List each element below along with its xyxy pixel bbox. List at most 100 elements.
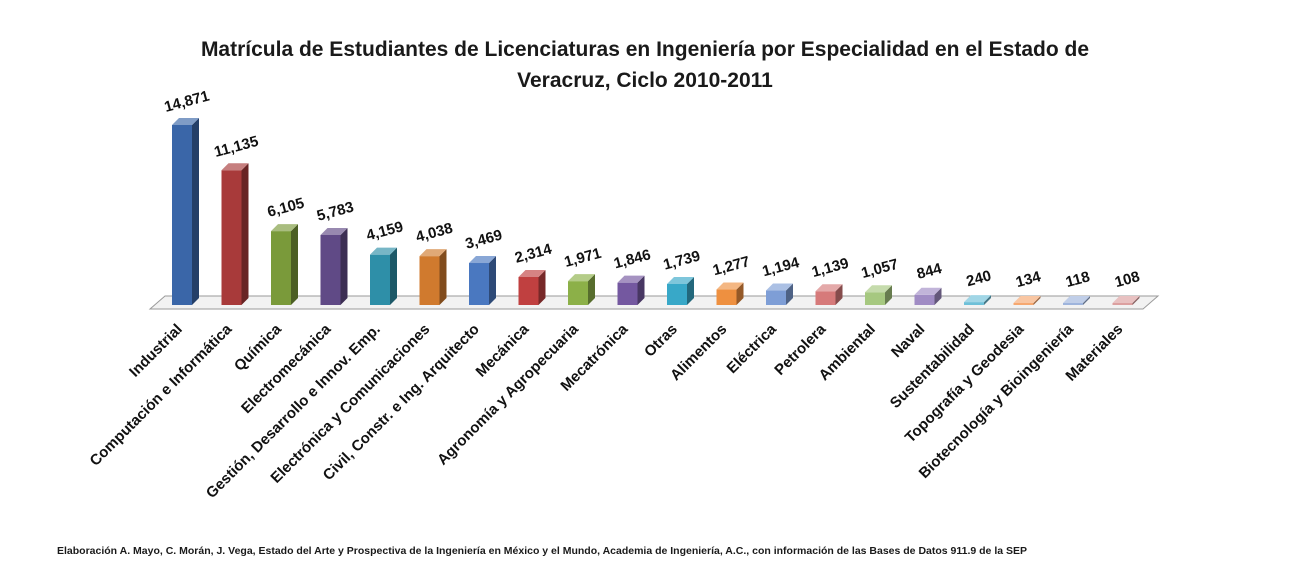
bar-side	[1033, 296, 1041, 305]
value-label: 844	[915, 260, 944, 283]
bar-front	[914, 294, 935, 305]
category-label: Naval	[888, 321, 928, 361]
bar-side	[588, 274, 595, 305]
bar-front	[469, 263, 489, 305]
bar-top	[617, 275, 645, 283]
value-label: 240	[965, 267, 994, 290]
bar-top	[419, 249, 447, 257]
bar-18	[1013, 296, 1041, 305]
category-label: Otras	[641, 321, 681, 361]
bar-1	[172, 118, 199, 305]
bar-20	[1112, 296, 1140, 305]
bar-top	[1013, 296, 1041, 303]
bar-top	[716, 282, 744, 290]
bar-front	[815, 291, 836, 305]
bar-top	[469, 256, 496, 264]
bar-side	[885, 285, 892, 305]
bar-8	[518, 269, 546, 305]
value-label: 108	[1113, 268, 1142, 291]
bar-4	[320, 228, 348, 305]
bar-front	[419, 256, 440, 305]
bar-2	[221, 163, 249, 305]
bar-front	[370, 254, 390, 305]
bar-17	[964, 295, 991, 305]
bar-top	[815, 284, 843, 292]
value-label: 1,971	[563, 245, 604, 271]
value-label: 11,135	[212, 133, 260, 161]
bar-15	[865, 285, 892, 305]
bar-side	[390, 247, 397, 305]
bar-front	[568, 281, 588, 305]
bar-side	[1083, 296, 1090, 305]
bar-front	[172, 125, 192, 305]
bar-13	[766, 283, 793, 305]
value-label: 2,314	[513, 240, 554, 266]
bars	[172, 118, 1140, 305]
bar-top	[667, 276, 694, 284]
chart-floor	[148, 295, 1160, 310]
value-label: 4,159	[365, 218, 406, 244]
bar-side	[538, 269, 546, 305]
bar-top	[271, 224, 298, 232]
value-label: 14,871	[162, 88, 211, 116]
category-label: Gestión, Desarrollo e Innov. Emp.	[203, 321, 384, 502]
bar-front	[766, 290, 786, 305]
bar-front	[667, 283, 687, 305]
bar-14	[815, 284, 843, 305]
bar-side	[687, 276, 694, 305]
bar-3	[271, 224, 298, 305]
bar-front	[716, 289, 737, 305]
bar-front	[221, 170, 242, 305]
bar-front	[1013, 303, 1034, 305]
bar-side	[984, 295, 991, 305]
value-label: 1,846	[612, 246, 653, 272]
bar-19	[1063, 296, 1090, 305]
bar-top	[518, 269, 546, 277]
value-label: 1,194	[761, 254, 802, 280]
value-label: 1,139	[810, 255, 851, 281]
bar-top	[1063, 296, 1090, 303]
bar-9	[568, 274, 595, 305]
value-label: 1,277	[711, 253, 752, 279]
bar-front	[617, 282, 638, 305]
bar-top	[865, 285, 892, 293]
bar-top	[172, 118, 199, 125]
bar-16	[914, 287, 942, 305]
bar-side	[340, 228, 348, 305]
bar-front	[271, 231, 291, 305]
bar-front	[964, 302, 984, 305]
bar-front	[518, 276, 539, 305]
chart-title: Matrícula de Estudiantes de Licenciatura…	[0, 34, 1290, 96]
bar-top	[914, 287, 942, 295]
bar-side	[835, 284, 843, 305]
source-note: Elaboración A. Mayo, C. Morán, J. Vega, …	[57, 545, 1027, 557]
bar-side	[1132, 296, 1140, 305]
value-label: 1,057	[860, 256, 901, 282]
value-label: 5,783	[315, 199, 356, 225]
bar-front	[320, 235, 341, 305]
bar-5	[370, 247, 397, 305]
bar-front	[1112, 303, 1133, 305]
value-label: 6,105	[266, 195, 307, 221]
bar-side	[786, 283, 793, 305]
category-label: Electromecánica	[238, 320, 335, 417]
bar-side	[736, 282, 744, 305]
bar-top	[568, 274, 595, 282]
bar-top	[370, 247, 397, 255]
bar-10	[617, 275, 645, 305]
bar-side	[192, 118, 199, 305]
bar-front	[1063, 303, 1083, 305]
bar-side	[489, 256, 496, 305]
bar-side	[291, 224, 298, 305]
value-label: 4,038	[414, 220, 455, 246]
bar-top	[964, 295, 991, 303]
bar-12	[716, 282, 744, 305]
bar-top	[766, 283, 793, 291]
bar-top	[221, 163, 249, 171]
bar-side	[934, 287, 942, 305]
category-label: Sustentabilidad	[887, 321, 978, 412]
chart-title-line-1: Matrícula de Estudiantes de Licenciatura…	[200, 38, 1090, 61]
